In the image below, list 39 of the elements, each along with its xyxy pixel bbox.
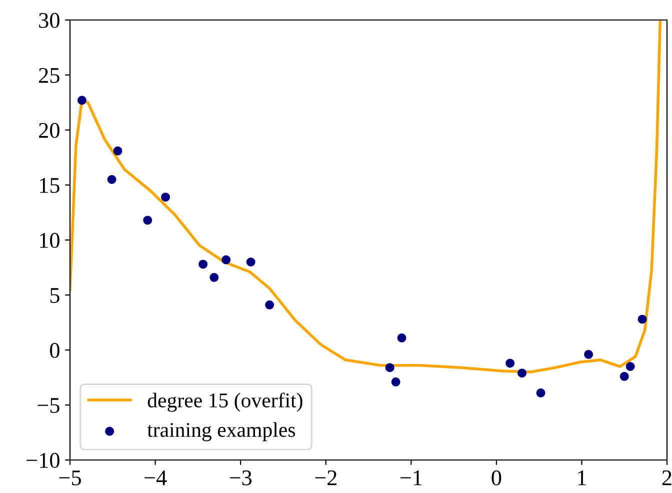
point xyxy=(210,272,219,282)
legend-label: training examples xyxy=(147,422,296,442)
point xyxy=(161,192,170,202)
point xyxy=(107,175,116,184)
y-tick-label: 10 xyxy=(40,232,60,248)
x-tick-label: −2 xyxy=(315,470,336,486)
point xyxy=(113,146,122,156)
point xyxy=(620,372,629,381)
point xyxy=(143,216,152,225)
point xyxy=(265,300,274,310)
x-tick-label: −3 xyxy=(230,470,252,486)
point xyxy=(222,255,231,264)
point xyxy=(518,368,527,378)
line-series xyxy=(70,20,662,374)
y-tick-label: 30 xyxy=(39,12,60,28)
x-tick-label: −1 xyxy=(400,470,422,486)
point xyxy=(246,258,256,266)
y-tick-label: 25 xyxy=(39,68,60,83)
point xyxy=(198,260,208,269)
point xyxy=(391,377,400,386)
point xyxy=(584,350,594,359)
point xyxy=(638,314,647,324)
y-tick-label: 15 xyxy=(40,178,60,193)
point xyxy=(506,358,515,368)
x-tick-label: 2 xyxy=(662,470,672,486)
point xyxy=(626,362,635,371)
y-tick-label: 0 xyxy=(50,342,60,358)
legend-label: degree 15 (overfit) xyxy=(148,392,302,412)
x-tick-label: 1 xyxy=(578,470,586,486)
x-tick-label: 0 xyxy=(492,470,502,486)
y-tick-label: 20 xyxy=(39,122,60,138)
x-tick-label: −4 xyxy=(144,470,167,486)
y-tick-label: −5 xyxy=(38,398,60,413)
point xyxy=(536,388,546,398)
point xyxy=(385,363,394,372)
y-tick-label: 5 xyxy=(50,288,60,303)
point xyxy=(77,96,86,105)
y-tick-label: −10 xyxy=(26,452,60,468)
point xyxy=(397,333,406,342)
